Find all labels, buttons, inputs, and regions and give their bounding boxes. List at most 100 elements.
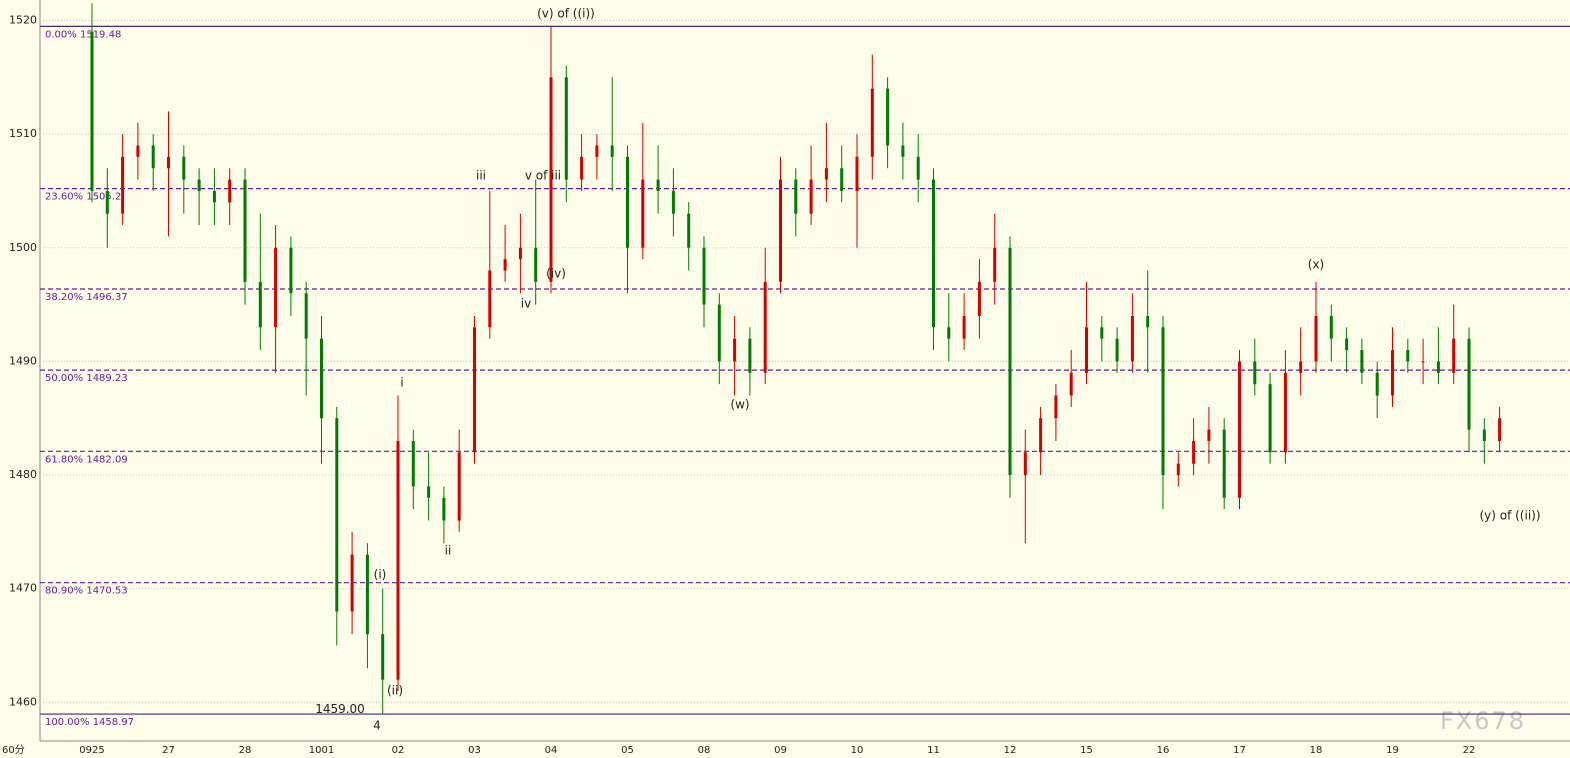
fib-pct: 23.60%	[45, 192, 83, 203]
candle-body	[289, 247, 293, 294]
candle-body	[381, 634, 385, 680]
candle-body	[1176, 463, 1180, 476]
candle-body	[1467, 338, 1471, 430]
candle-body	[1498, 418, 1502, 441]
wave-annotation: ii	[445, 544, 452, 558]
candle-body	[687, 213, 691, 248]
candle-body	[335, 418, 339, 612]
candle-body	[932, 179, 935, 328]
x-tick-label: 28	[239, 745, 252, 756]
x-tick-label: 08	[698, 745, 711, 756]
candle-body	[1268, 384, 1272, 453]
fib-label: 100.00% 1458.97	[45, 717, 134, 728]
candle-body	[1039, 418, 1043, 453]
candle-body	[534, 247, 538, 282]
candle-body	[1253, 361, 1257, 385]
fib-price: 1496.37	[86, 292, 127, 303]
fib-pct: 80.90%	[45, 586, 83, 597]
candle-body	[717, 304, 721, 362]
wave-annotation: (v) of ((i))	[537, 7, 595, 21]
y-tick-label: 1510	[9, 127, 37, 140]
x-tick-label: 11	[927, 745, 940, 756]
wave-annotation: iv	[521, 297, 531, 311]
x-tick-label: 16	[1157, 745, 1170, 756]
candle-body	[274, 247, 278, 328]
wave-annotation: (ii)	[387, 684, 403, 698]
fib-label: 38.20% 1496.37	[45, 292, 128, 303]
x-tick-label: 1001	[309, 745, 334, 756]
candle-body	[90, 31, 94, 191]
candle-body	[1054, 395, 1058, 419]
candle-body	[809, 179, 813, 214]
candle-body	[977, 281, 981, 316]
x-tick-label: 15	[1080, 745, 1093, 756]
candle-body	[228, 179, 232, 203]
candle-body	[702, 247, 706, 305]
y-tick-label: 1460	[9, 695, 37, 708]
candle-body	[564, 77, 568, 180]
x-tick-label: 05	[621, 745, 634, 756]
candle-body	[243, 179, 247, 282]
candle-body	[993, 247, 997, 282]
candle-body	[182, 156, 186, 180]
candle-body	[1100, 327, 1104, 339]
x-tick-label: 17	[1233, 745, 1246, 756]
candle-body	[855, 156, 859, 191]
candle-body	[488, 270, 492, 328]
candle-body	[1008, 247, 1012, 476]
wave-annotation: (iv)	[546, 267, 566, 281]
candle-body	[947, 327, 951, 339]
candle-body	[580, 156, 584, 180]
candle-body	[1023, 452, 1027, 476]
candle-body	[1069, 372, 1073, 396]
wave-annotation: iii	[476, 169, 486, 183]
candle-body	[763, 281, 767, 373]
candle-body	[733, 338, 737, 362]
candle-body	[1207, 429, 1211, 441]
candle-body	[1238, 361, 1241, 498]
y-tick-label: 1480	[9, 468, 37, 481]
candle-body	[1085, 327, 1088, 373]
candle-body	[549, 77, 553, 282]
candle-body	[258, 281, 262, 328]
wave-annotation: (i)	[374, 568, 387, 582]
candle-body	[641, 179, 645, 248]
candle-body	[1482, 429, 1486, 441]
fib-label: 23.60% 1505.2	[45, 192, 121, 203]
candle-body	[365, 554, 369, 635]
candle-body	[1345, 338, 1349, 351]
candle-body	[105, 190, 109, 214]
fib-price: 1470.53	[86, 586, 127, 597]
fib-label: 80.90% 1470.53	[45, 586, 128, 597]
fib-price: 1505.2	[86, 192, 121, 203]
fib-price: 1519.48	[80, 29, 121, 40]
x-tick-label: 10	[851, 745, 864, 756]
candle-body	[840, 168, 844, 191]
x-tick-label: 22	[1463, 745, 1476, 756]
x-tick-label: 19	[1386, 745, 1399, 756]
x-tick-label: 02	[392, 745, 405, 756]
x-tick-label: 0925	[79, 745, 104, 756]
candle-body	[442, 497, 446, 521]
candle-body	[411, 440, 415, 487]
candle-body	[1421, 361, 1425, 363]
candle-body	[656, 179, 660, 191]
candle-body	[1391, 350, 1394, 396]
candle-body	[518, 247, 522, 260]
candle-body	[1283, 372, 1287, 453]
candle-body	[1146, 315, 1150, 328]
fib-pct: 100.00%	[45, 717, 90, 728]
watermark: FX678	[1440, 707, 1526, 735]
fib-price: 1482.09	[86, 454, 127, 465]
x-tick-label: 09	[774, 745, 787, 756]
candle-body	[427, 486, 431, 498]
x-tick-label: 27	[162, 745, 175, 756]
wave-annotation: (y) of ((ii))	[1479, 509, 1540, 523]
wave-annotation: (x)	[1308, 258, 1324, 272]
candle-body	[824, 168, 828, 180]
candle-body	[886, 88, 890, 146]
low-label: 1459.00	[315, 702, 365, 716]
candle-body	[396, 440, 400, 680]
